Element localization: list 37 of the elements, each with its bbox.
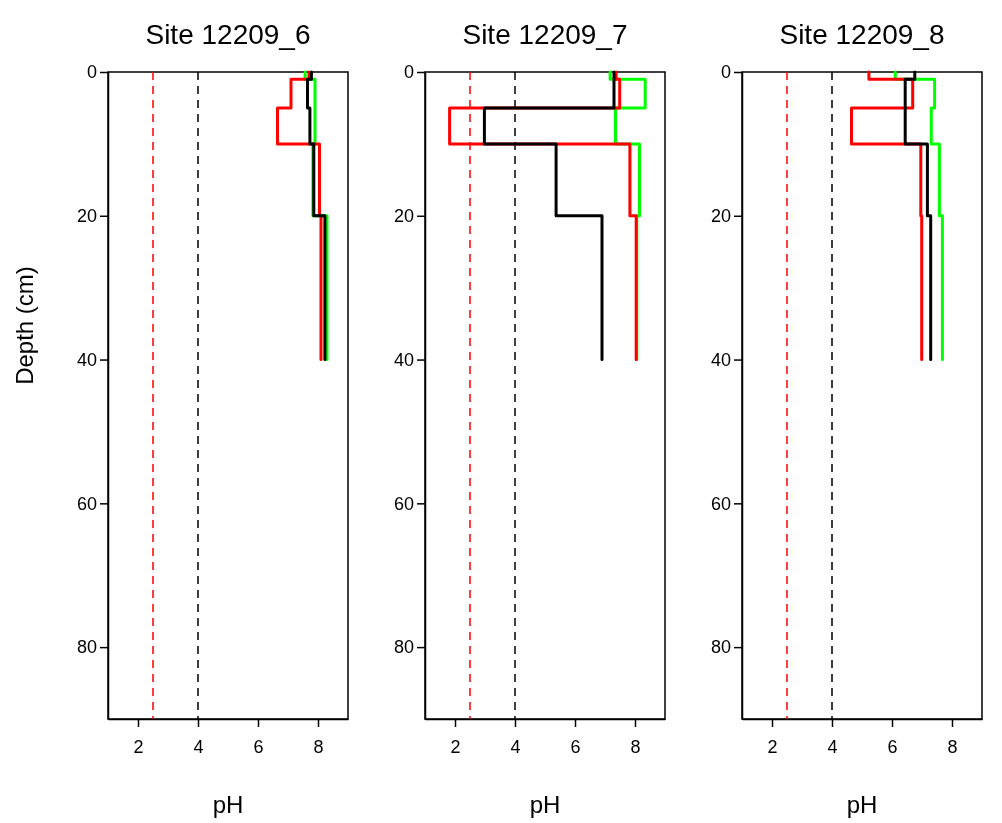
- x-tick-label: 2: [133, 737, 144, 758]
- line-series: [850, 70, 924, 362]
- x-tick-label: 8: [313, 737, 324, 758]
- y-tick-label: 80: [393, 637, 414, 658]
- x-tick-label: 8: [947, 737, 958, 758]
- y-tick-label: 40: [76, 349, 97, 370]
- y-tick-label: 0: [86, 62, 97, 83]
- y-tick-label: 40: [393, 349, 414, 370]
- x-tick-label: 2: [450, 737, 461, 758]
- x-tick-label: 4: [827, 737, 838, 758]
- x-tick-label: 6: [887, 737, 898, 758]
- x-tick-label: 2: [767, 737, 778, 758]
- x-tick-label: 8: [630, 737, 641, 758]
- y-tick-label: 0: [403, 62, 414, 83]
- chart-title: Site 12209_8: [779, 19, 945, 50]
- chart-title: Site 12209_7: [462, 19, 628, 50]
- x-axis-title: pH: [846, 791, 878, 818]
- x-tick-label: 6: [253, 737, 264, 758]
- y-tick-label: 80: [76, 637, 97, 658]
- chart-title: Site 12209_6: [145, 19, 311, 50]
- x-tick-label: 4: [193, 737, 204, 758]
- y-tick-label: 0: [720, 62, 731, 83]
- y-tick-label: 20: [393, 206, 414, 227]
- y-tick-label: 20: [710, 206, 731, 227]
- line-series: [893, 70, 944, 362]
- y-tick-label: 60: [393, 493, 414, 514]
- x-axis-title: pH: [529, 791, 561, 818]
- y-tick-label: 60: [76, 493, 97, 514]
- y-tick-label: 80: [710, 637, 731, 658]
- y-tick-label: 20: [76, 206, 97, 227]
- y-axis-title: Depth (cm): [11, 266, 38, 385]
- y-tick-label: 60: [710, 493, 731, 514]
- line-series: [276, 70, 323, 362]
- x-axis-title: pH: [212, 791, 244, 818]
- y-tick-label: 40: [710, 349, 731, 370]
- x-tick-label: 4: [510, 737, 521, 758]
- x-tick-label: 6: [570, 737, 581, 758]
